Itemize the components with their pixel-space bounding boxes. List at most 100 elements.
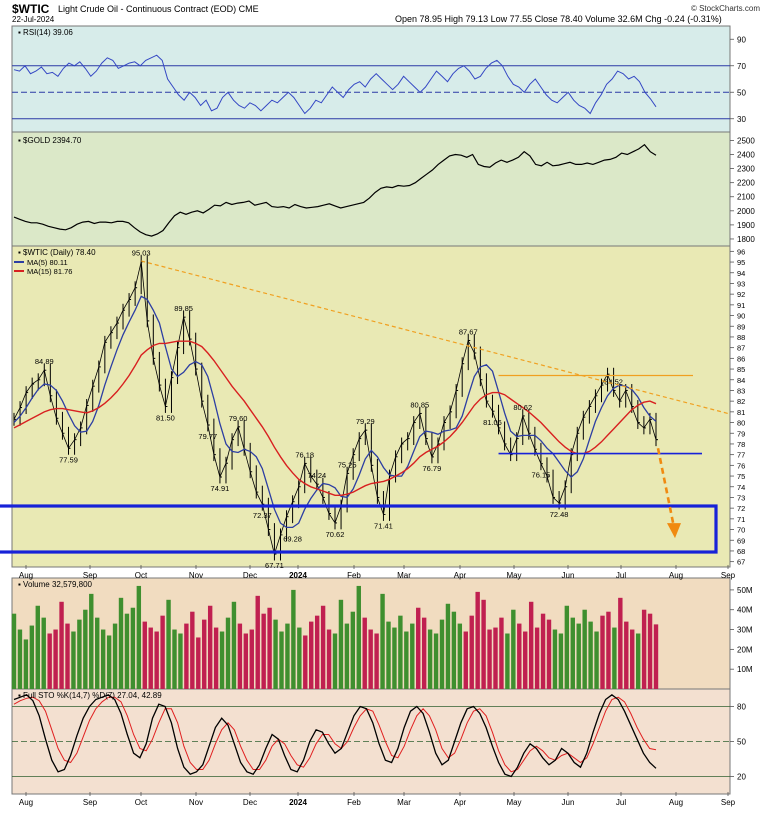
volume-bar (534, 627, 540, 689)
price-panel (11, 245, 731, 568)
volume-bar (564, 605, 570, 689)
x-tick-label: Sep (83, 571, 98, 580)
ma15-line (13, 340, 657, 496)
x-tick-label: Nov (189, 798, 203, 807)
volume-bar (463, 631, 468, 689)
volume-bar (433, 633, 439, 689)
volume-bar (320, 605, 326, 689)
price-label: 84.52 (604, 377, 623, 386)
price-axis-tick-label: 83 (737, 386, 745, 395)
volume-bar (338, 599, 344, 689)
rsi-axis-tick-label: 30 (737, 115, 746, 124)
x-tick-label: Aug (19, 571, 33, 580)
price-axis-tick-label: 74 (737, 483, 745, 492)
volume-bar (261, 613, 266, 689)
volume-axis-tick-label: 50M (737, 586, 753, 595)
x-tick-label: Dec (243, 798, 257, 807)
price-axis-tick-label: 96 (737, 247, 745, 256)
x-tick-label: Oct (135, 798, 148, 807)
x-tick-label: 2024 (289, 798, 307, 807)
price-axis-tick-label: 91 (737, 301, 745, 310)
stochastic-panel (11, 688, 731, 795)
volume-bar (487, 629, 492, 689)
price-label: 81.06 (483, 418, 502, 427)
volume-bar (11, 613, 17, 689)
volume-bar (404, 631, 409, 689)
volume-bar (552, 629, 558, 689)
volume-axis-tick-label: 40M (737, 606, 753, 615)
volume-bar (624, 621, 629, 689)
volume-bar (558, 633, 564, 689)
x-tick-label: Aug (669, 798, 683, 807)
volume-bar (475, 591, 480, 689)
volume-bar (374, 633, 379, 689)
price-line (13, 261, 657, 556)
price-label: 81.50 (156, 414, 175, 423)
volume-bar (178, 633, 183, 689)
volume-bar (410, 623, 415, 689)
price-axis-tick-label: 77 (737, 451, 745, 460)
price-axis-tick-label: 76 (737, 461, 745, 470)
volume-bar (83, 609, 88, 689)
price-label: 72.48 (550, 510, 569, 519)
price-chart: 6768697071727374757677787980818283848586… (13, 247, 745, 570)
volume-bar (297, 627, 302, 689)
volume-bar (59, 601, 64, 689)
rsi-axis-tick-label: 90 (737, 35, 746, 44)
descending-trendline (141, 260, 731, 415)
price-label: 74.24 (307, 471, 326, 480)
volume-bar (546, 619, 552, 689)
projection-arrow-head (667, 523, 681, 539)
gold-axis-tick-label: 2000 (737, 207, 755, 216)
price-axis-tick-label: 85 (737, 365, 745, 374)
volume-bar (23, 639, 29, 689)
price-label: 84.89 (35, 357, 54, 366)
volume-bar (332, 633, 338, 689)
volume-bar (112, 623, 118, 689)
volume-bar (53, 629, 58, 689)
price-axis-tick-label: 80 (737, 419, 745, 428)
volume-title: ▪ Volume 32,579,800 (18, 580, 93, 589)
price-axis-tick-label: 93 (737, 279, 745, 288)
volume-bar (344, 623, 350, 689)
volume-bar (451, 611, 457, 689)
volume-bar (618, 597, 623, 689)
x-tick-label: Nov (189, 571, 203, 580)
price-label: 87.67 (459, 327, 478, 336)
volume-bar (582, 609, 587, 689)
volume-bar (142, 621, 147, 689)
volume-bar (118, 597, 124, 689)
ma5-legend-label: MA(5) 80.11 (27, 258, 68, 267)
volume-bar (481, 599, 486, 689)
x-tick-label: Sep (721, 798, 736, 807)
price-axis-tick-label: 84 (737, 376, 745, 385)
volume-bar (570, 617, 575, 689)
volume-bar (172, 629, 177, 689)
price-axis-tick-label: 67 (737, 558, 745, 567)
volume-bar (219, 631, 225, 689)
x-tick-label: Aug (19, 798, 33, 807)
price-label: 95.03 (132, 249, 151, 258)
volume-bar (612, 627, 617, 689)
volume-bar (190, 611, 195, 689)
gold-axis-tick-label: 2500 (737, 136, 755, 145)
volume-bar (202, 619, 207, 689)
volume-bar (588, 621, 593, 689)
volume-bar (517, 623, 522, 689)
price-axis-tick-label: 73 (737, 493, 745, 502)
x-tick-label: Oct (135, 571, 148, 580)
volume-bar (95, 617, 100, 689)
price-axis-tick-label: 88 (737, 333, 745, 342)
volume-bar (600, 615, 605, 689)
sto-k-line (13, 693, 657, 778)
volume-bar (439, 619, 445, 689)
symbol-title: $WTIC (12, 2, 50, 16)
x-tick-label: Feb (347, 798, 361, 807)
volume-bar (576, 623, 581, 689)
volume-bar (540, 613, 546, 689)
volume-bar (493, 627, 498, 689)
volume-bar (237, 623, 243, 689)
x-tick-label: Sep (721, 571, 736, 580)
volume-bar (154, 631, 159, 689)
